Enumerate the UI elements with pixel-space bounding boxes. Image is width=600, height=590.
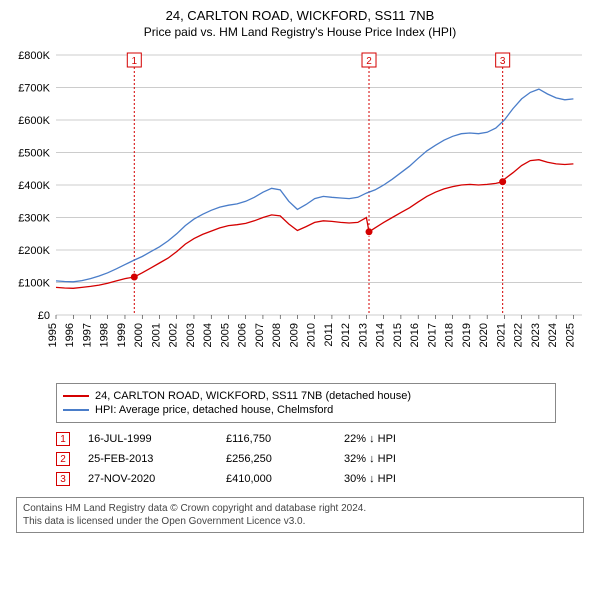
sale-date: 25-FEB-2013 (88, 453, 208, 465)
x-tick-label: 1999 (116, 323, 128, 347)
sale-price: £256,250 (226, 453, 326, 465)
x-tick-label: 2001 (150, 323, 162, 347)
sale-date: 27-NOV-2020 (88, 473, 208, 485)
x-tick-label: 2000 (133, 323, 145, 347)
x-tick-label: 1996 (64, 323, 76, 347)
x-tick-label: 2007 (254, 323, 266, 347)
series-price_paid (56, 160, 573, 289)
x-tick-label: 2022 (513, 323, 525, 347)
series-hpi (56, 89, 573, 282)
x-tick-label: 2023 (530, 323, 542, 347)
y-tick-label: £0 (38, 310, 50, 322)
x-tick-label: 2020 (478, 323, 490, 347)
y-tick-label: £300K (18, 213, 50, 225)
y-tick-label: £800K (18, 50, 50, 62)
sale-date: 16-JUL-1999 (88, 433, 208, 445)
legend-swatch (63, 395, 89, 397)
x-tick-label: 2021 (495, 323, 507, 347)
x-tick-label: 2024 (547, 323, 559, 347)
footer-line: Contains HM Land Registry data © Crown c… (23, 502, 577, 515)
sale-price: £410,000 (226, 473, 326, 485)
y-tick-label: £600K (18, 115, 50, 127)
footer-attribution: Contains HM Land Registry data © Crown c… (16, 497, 584, 533)
x-tick-label: 2005 (219, 323, 231, 347)
x-tick-label: 2014 (375, 323, 387, 347)
x-tick-label: 2016 (409, 323, 421, 347)
sale-marker-icon: 1 (56, 432, 70, 446)
sale-price: £116,750 (226, 433, 326, 445)
sale-diff: 32% ↓ HPI (344, 453, 464, 465)
x-tick-label: 2010 (306, 323, 318, 347)
sales-table: 1 16-JUL-1999 £116,750 22% ↓ HPI 2 25-FEB-201… (56, 429, 556, 489)
sale-marker-icon: 2 (56, 452, 70, 466)
y-tick-label: £700K (18, 83, 50, 95)
sales-row: 1 16-JUL-1999 £116,750 22% ↓ HPI (56, 429, 556, 449)
x-tick-label: 1998 (99, 323, 111, 347)
y-tick-label: £200K (18, 245, 50, 257)
x-tick-label: 2006 (237, 323, 249, 347)
legend-item: 24, CARLTON ROAD, WICKFORD, SS11 7NB (de… (63, 390, 549, 402)
y-tick-label: £500K (18, 148, 50, 160)
x-tick-label: 2015 (392, 323, 404, 347)
sale-diff: 30% ↓ HPI (344, 473, 464, 485)
x-tick-label: 2012 (340, 323, 352, 347)
sale-marker-number: 3 (500, 56, 506, 67)
x-tick-label: 2002 (168, 323, 180, 347)
legend-item: HPI: Average price, detached house, Chel… (63, 404, 549, 416)
x-tick-label: 2008 (271, 323, 283, 347)
sales-row: 3 27-NOV-2020 £410,000 30% ↓ HPI (56, 469, 556, 489)
legend: 24, CARLTON ROAD, WICKFORD, SS11 7NB (de… (56, 383, 556, 423)
x-tick-label: 1997 (81, 323, 93, 347)
x-tick-label: 2011 (323, 323, 335, 347)
line-chart: £0 £100K £200K £300K £400K £500K £600K £700K £80… (8, 45, 592, 375)
legend-swatch (63, 409, 89, 411)
sale-diff: 22% ↓ HPI (344, 433, 464, 445)
x-tick-label: 2019 (461, 323, 473, 347)
chart-subtitle: Price paid vs. HM Land Registry's House … (8, 25, 592, 39)
sale-marker-icon: 3 (56, 472, 70, 486)
x-tick-label: 2004 (202, 323, 214, 347)
y-tick-label: £100K (18, 278, 50, 290)
legend-label: 24, CARLTON ROAD, WICKFORD, SS11 7NB (de… (95, 390, 411, 402)
sale-marker-number: 2 (366, 56, 372, 67)
x-tick-label: 1995 (47, 323, 59, 347)
legend-label: HPI: Average price, detached house, Chel… (95, 404, 333, 416)
y-tick-label: £400K (18, 180, 50, 192)
sale-marker-number: 1 (132, 56, 138, 67)
footer-line: This data is licensed under the Open Gov… (23, 515, 577, 528)
x-tick-label: 2003 (185, 323, 197, 347)
chart-area: £0 £100K £200K £300K £400K £500K £600K £700K £80… (8, 45, 592, 375)
sales-row: 2 25-FEB-2013 £256,250 32% ↓ HPI (56, 449, 556, 469)
x-tick-label: 2018 (444, 323, 456, 347)
x-tick-label: 2013 (357, 323, 369, 347)
x-tick-label: 2025 (564, 323, 576, 347)
x-tick-label: 2017 (426, 323, 438, 347)
x-tick-label: 2009 (288, 323, 300, 347)
chart-title: 24, CARLTON ROAD, WICKFORD, SS11 7NB (8, 8, 592, 23)
